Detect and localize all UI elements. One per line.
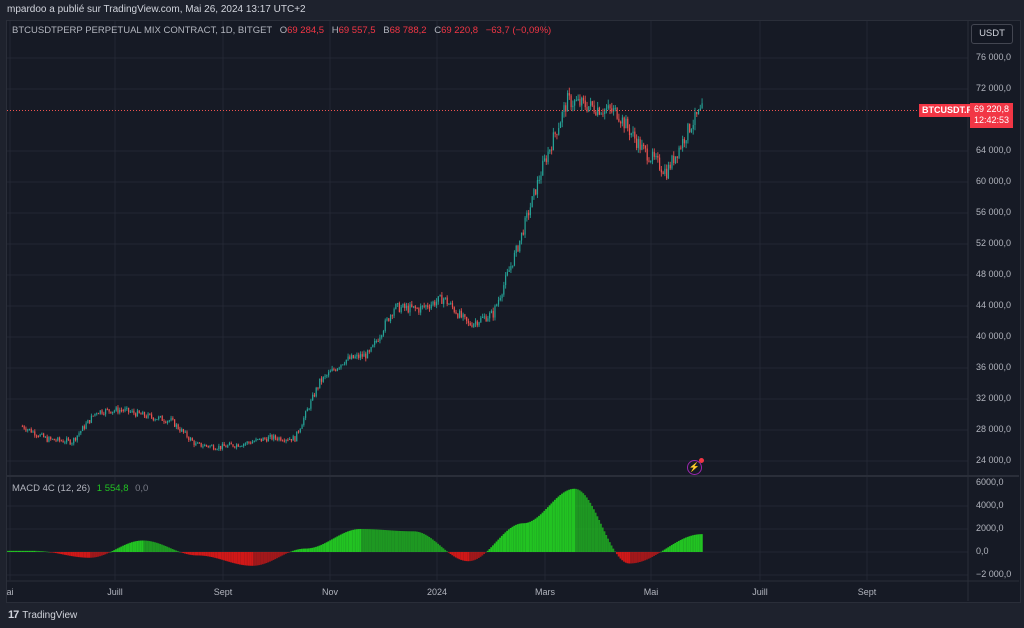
low-value: 68 788,2: [389, 25, 427, 36]
close-label: C: [434, 25, 442, 36]
time-tick: Sept: [857, 587, 877, 597]
high-label: H: [331, 25, 339, 36]
macd-tick: 4000,0: [976, 500, 1004, 510]
macd-tick: 0,0: [976, 546, 989, 556]
symbol-title: BTCUSDTPERP PERPETUAL MIX CONTRACT, 1D, …: [12, 25, 273, 36]
price-tick: 24 000,0: [976, 455, 1012, 465]
time-tick: ai: [6, 587, 14, 597]
price-tick: 52 000,0: [976, 238, 1012, 248]
open-value: 69 284,5: [287, 25, 325, 36]
tradingview-logo-icon: 17: [8, 609, 19, 621]
time-tick: Mai: [643, 587, 659, 597]
macd-legend: MACD 4C (12, 26) 1 554,8 0,0: [12, 483, 148, 494]
price-tick: 48 000,0: [976, 269, 1012, 279]
macd-tick: 2000,0: [976, 523, 1004, 533]
price-tick: 44 000,0: [976, 300, 1012, 310]
time-tick: Nov: [321, 587, 339, 597]
macd-value: 1 554,8: [96, 483, 129, 494]
time-tick: Sept: [213, 587, 233, 597]
time-tick: 2024: [426, 587, 448, 597]
footer-brand[interactable]: 17 TradingView: [8, 609, 77, 621]
price-tick: 28 000,0: [976, 424, 1012, 434]
last-price-value: 69 220,8: [973, 104, 1010, 114]
close-value: 69 220,8: [441, 25, 479, 36]
price-tick: 60 000,0: [976, 176, 1012, 186]
currency-button[interactable]: USDT: [971, 24, 1013, 44]
price-tick: 32 000,0: [976, 393, 1012, 403]
macd-tick: 6000,0: [976, 477, 1004, 487]
last-price-tag: 69 220,8 12:42:53: [970, 103, 1013, 128]
open-label: O: [279, 25, 288, 36]
high-value: 69 557,5: [338, 25, 376, 36]
time-tick: Mars: [535, 587, 555, 597]
price-tick: 40 000,0: [976, 331, 1012, 341]
price-tick: 76 000,0: [976, 52, 1012, 62]
bar-countdown: 12:42:53: [973, 115, 1010, 125]
time-tick: Juill: [107, 587, 123, 597]
time-tick: Juill: [752, 587, 768, 597]
notification-dot: [699, 458, 704, 463]
price-tick: 72 000,0: [976, 83, 1012, 93]
symbol-legend: BTCUSDTPERP PERPETUAL MIX CONTRACT, 1D, …: [12, 25, 551, 36]
macd-tick: −2 000,0: [976, 569, 1012, 579]
macd-title: MACD 4C (12, 26): [12, 483, 91, 494]
price-tick: 36 000,0: [976, 362, 1012, 372]
change-value: −63,7 (−0,09%): [485, 25, 552, 36]
publish-info: mpardoo a publié sur TradingView.com, Ma…: [7, 4, 306, 15]
low-label: B: [383, 25, 390, 36]
macd-zero-value: 0,0: [135, 483, 149, 494]
symbol-price-tag: BTCUSDT.P: [919, 104, 976, 117]
alert-bolt-icon[interactable]: ⚡: [687, 458, 704, 475]
brand-name: TradingView: [22, 609, 78, 621]
price-tick: 56 000,0: [976, 207, 1012, 217]
price-tick: 64 000,0: [976, 145, 1012, 155]
